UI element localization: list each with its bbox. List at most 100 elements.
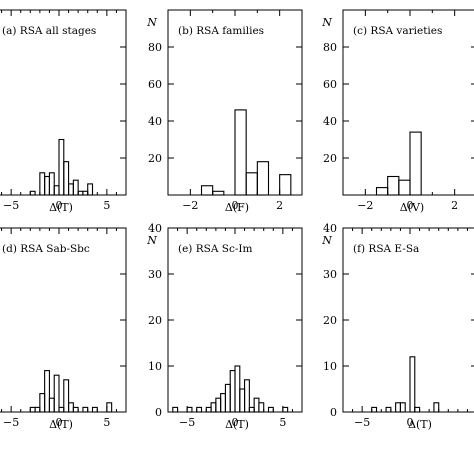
histogram-bar bbox=[244, 379, 250, 413]
histogram-bar bbox=[258, 402, 265, 413]
x-axis-label: Δ(T) bbox=[408, 418, 432, 431]
histogram-bar bbox=[82, 190, 89, 196]
y-tick-label: 30 bbox=[323, 268, 337, 281]
y-tick-label: 60 bbox=[323, 78, 337, 91]
x-tick-label: −2 bbox=[357, 199, 373, 212]
y-tick-label: 0 bbox=[330, 406, 337, 419]
histogram-bar bbox=[395, 402, 401, 413]
panel-title: (a) RSA all stages bbox=[2, 25, 96, 37]
histogram-bar bbox=[375, 187, 389, 196]
x-tick-label: 5 bbox=[279, 416, 286, 429]
panel-title: (b) RSA families bbox=[178, 25, 264, 37]
plot-frame bbox=[0, 9, 127, 196]
y-tick-label: 10 bbox=[148, 360, 162, 373]
histogram-bar bbox=[433, 402, 440, 413]
histogram-bar bbox=[267, 406, 274, 413]
histogram-bar bbox=[58, 138, 65, 196]
histogram-bar bbox=[212, 190, 225, 196]
histogram-bar bbox=[29, 406, 36, 413]
histogram-bar bbox=[414, 406, 421, 413]
histogram-bar bbox=[387, 175, 400, 196]
panel-title: (d) RSA Sab-Sbc bbox=[2, 243, 90, 255]
histogram-bar bbox=[385, 406, 392, 413]
panel-title: (e) RSA Sc-Im bbox=[178, 243, 253, 255]
panel-1: −5 0 5 Δ(T) (a) RSA all stages bbox=[0, 9, 127, 214]
histogram-bar bbox=[29, 190, 36, 196]
y-tick-label: 40 bbox=[148, 115, 162, 128]
histogram-bar bbox=[245, 172, 258, 196]
x-axis-label: Δ(V) bbox=[400, 201, 424, 214]
histogram-bar bbox=[186, 406, 193, 413]
histogram-bar bbox=[200, 185, 214, 196]
panel-4: −5 0 5 Δ(T) (d) RSA Sab-Sbc bbox=[0, 227, 127, 431]
histogram-bar bbox=[196, 406, 203, 413]
histogram-bar bbox=[256, 161, 270, 196]
histogram-bar bbox=[371, 406, 378, 413]
histogram-bar bbox=[44, 175, 50, 196]
histogram-bar bbox=[48, 397, 55, 413]
histogram-bar bbox=[282, 406, 289, 413]
x-tick-label: −5 bbox=[354, 416, 370, 429]
histogram-bar bbox=[234, 365, 241, 413]
x-axis-label: Δ(T) bbox=[225, 418, 249, 431]
histogram-bar bbox=[72, 406, 79, 413]
histogram-bar bbox=[172, 406, 179, 413]
x-tick-label: −5 bbox=[179, 416, 195, 429]
histogram-bar bbox=[58, 406, 65, 413]
panel-3: −2 0 2 20 40 60 80 N Δ(V) (c) RSA varieties bbox=[321, 9, 474, 214]
histogram-bar bbox=[215, 397, 222, 413]
histogram-bar bbox=[409, 356, 416, 413]
x-tick-label: 0 bbox=[56, 199, 63, 212]
x-tick-label: −5 bbox=[3, 199, 19, 212]
y-axis-label: N bbox=[146, 234, 157, 247]
histogram-bar bbox=[68, 402, 74, 413]
y-tick-label: 80 bbox=[148, 41, 162, 54]
y-axis-label: N bbox=[321, 16, 332, 29]
histogram-bar bbox=[48, 172, 55, 196]
histogram-bar bbox=[106, 402, 113, 413]
plot-frame bbox=[342, 9, 474, 196]
histogram-bar bbox=[205, 406, 212, 413]
y-tick-label: 20 bbox=[148, 314, 162, 327]
plot-frame bbox=[0, 227, 127, 413]
histogram-bar bbox=[210, 402, 217, 413]
histogram-bar bbox=[248, 406, 255, 413]
x-axis-label: Δ(T) bbox=[49, 418, 73, 431]
histogram-bar bbox=[91, 406, 98, 413]
y-tick-label: 60 bbox=[148, 78, 162, 91]
y-tick-label: 80 bbox=[323, 41, 337, 54]
y-tick-label: 10 bbox=[323, 360, 337, 373]
histogram-bar bbox=[229, 370, 236, 413]
y-tick-label: 40 bbox=[323, 222, 337, 235]
panel-title: (f) RSA E-Sa bbox=[353, 243, 419, 255]
histogram-bar bbox=[399, 402, 406, 413]
plot-frame bbox=[342, 227, 474, 413]
x-tick-label: 0 bbox=[407, 199, 414, 212]
histogram-bar bbox=[63, 379, 70, 413]
x-tick-label: 5 bbox=[103, 416, 110, 429]
y-tick-label: 20 bbox=[323, 152, 337, 165]
x-tick-label: −5 bbox=[3, 416, 19, 429]
panel-2: −2 0 2 20 40 60 80 N Δ(F) (b) RSA families bbox=[146, 9, 303, 214]
x-tick-label: −2 bbox=[182, 199, 198, 212]
histogram-bar bbox=[398, 179, 411, 196]
histogram-bar bbox=[72, 179, 79, 196]
panel-6: −5 0 0 10 20 30 40N Δ(T) (f) RSA E-Sa bbox=[321, 222, 474, 431]
histogram-bar bbox=[409, 131, 422, 196]
x-tick-label: 0 bbox=[56, 416, 63, 429]
y-tick-label: 30 bbox=[148, 268, 162, 281]
x-tick-label: 0 bbox=[407, 416, 414, 429]
histogram-bar bbox=[82, 406, 89, 413]
x-tick-label: 0 bbox=[232, 199, 239, 212]
histogram-bar bbox=[39, 172, 46, 196]
histogram-bar bbox=[279, 174, 292, 196]
x-axis-label: Δ(T) bbox=[49, 201, 73, 214]
x-tick-label: 0 bbox=[232, 416, 239, 429]
histogram-bar bbox=[87, 183, 94, 196]
y-tick-label: 40 bbox=[148, 222, 162, 235]
histogram-bar bbox=[53, 185, 60, 196]
histogram-bar bbox=[253, 397, 260, 413]
y-tick-label: 20 bbox=[148, 152, 162, 165]
panel-5: −5 0 5 0 10 20 30 40N Δ(T) (e) RSA Sc-Im bbox=[146, 222, 303, 431]
